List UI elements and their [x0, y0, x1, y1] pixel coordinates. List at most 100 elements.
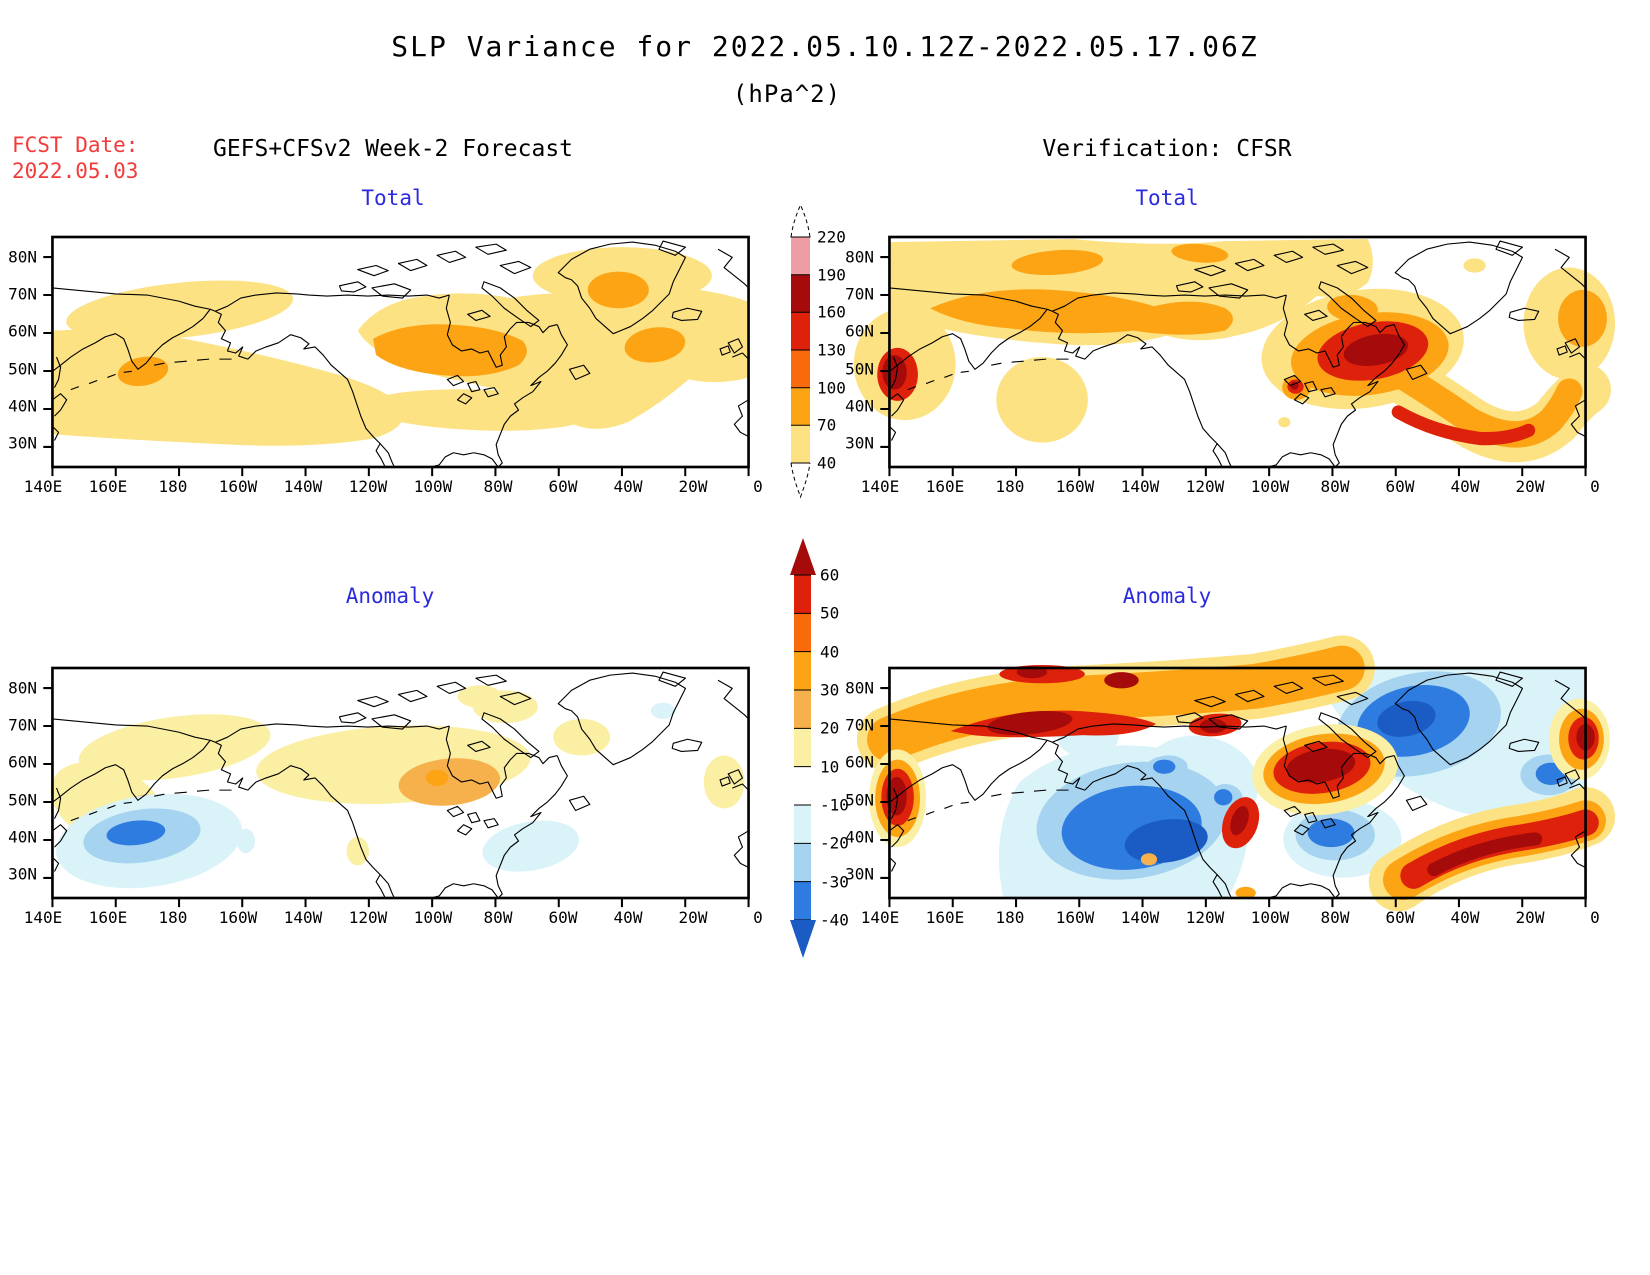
- x-tick-label: 100W: [413, 477, 453, 496]
- colorbar-tick-label: -10: [820, 795, 849, 815]
- panel-verification-anomaly: 80N 70N 60N 50N 40N 30N 140E 160E 180 160W 140W 12…: [845, 635, 1616, 927]
- y-axis: 80N 70N 60N 50N 40N 30N: [0, 668, 37, 898]
- map-frame: [51, 235, 750, 469]
- colorbar-tick-label: 220: [817, 227, 846, 247]
- contour-layer-forecast-total: [52, 247, 749, 446]
- map-forecast-total: [43, 235, 750, 477]
- x-tick-label: 80W: [483, 477, 513, 496]
- y-tick-label: 30N: [845, 433, 874, 453]
- panel-verification-total: 80N 70N 60N 50N 40N 30N 140E 160E 180 160W 140W 12…: [845, 235, 1616, 496]
- x-tick-label: 60W: [548, 908, 578, 927]
- map-frame: [888, 235, 1587, 469]
- y-tick-label: 40N: [8, 396, 37, 416]
- colorbar-anomaly-swatches: [790, 538, 816, 958]
- fcst-date-label: FCST Date:: [12, 133, 139, 157]
- x-tick-label: 20W: [1515, 908, 1545, 927]
- map-verification-total: [853, 235, 1616, 477]
- panel-forecast-anomaly: 80N 70N 60N 50N 40N 30N 140E 160E 180 160W 140W 12…: [8, 666, 763, 927]
- panel-title-forecast-anomaly: Anomaly: [345, 584, 435, 608]
- fcst-date-block: FCST Date: 2022.05.03: [12, 132, 138, 184]
- x-tick-label: 40W: [1450, 908, 1480, 927]
- y-tick-label: 40N: [845, 827, 874, 847]
- x-tick-label: 60W: [1385, 908, 1415, 927]
- x-tick-label: 160W: [218, 477, 258, 496]
- x-tick-label: 80W: [1320, 908, 1350, 927]
- x-tick-label: 0: [1590, 908, 1600, 927]
- x-tick-label: 140W: [283, 908, 323, 927]
- x-tick-label: 20W: [678, 908, 708, 927]
- colorbar-tick-label: 70: [817, 415, 837, 435]
- colorbar-tick-label: 130: [817, 340, 846, 360]
- colorbar-tick-label: 190: [817, 265, 846, 285]
- y-tick-label: 80N: [845, 678, 874, 698]
- x-tick-label: 160W: [1055, 908, 1095, 927]
- axis-ticks: [880, 256, 1587, 477]
- colorbar-variance: 220 190 160 130 100 70 40: [790, 203, 846, 505]
- x-tick-label: 120W: [1185, 477, 1225, 496]
- y-axis: 80N 70N 60N 50N 40N 30N: [834, 668, 874, 898]
- x-axis: 140E 160E 180 160W 140W 120W 100W 80W 60W 40W 20W 0: [24, 477, 763, 497]
- x-tick-label: 120W: [1185, 908, 1225, 927]
- x-tick-label: 160W: [218, 908, 258, 927]
- contour-layer-forecast-anomaly: [50, 685, 745, 889]
- y-tick-label: 70N: [845, 715, 874, 735]
- y-tick-label: 50N: [8, 790, 37, 810]
- x-tick-label: 100W: [1250, 908, 1290, 927]
- fcst-date-value: 2022.05.03: [12, 159, 139, 183]
- x-tick-label: 100W: [413, 908, 453, 927]
- map-frame: [51, 666, 750, 900]
- x-tick-label: 100W: [1250, 477, 1290, 496]
- y-tick-label: 30N: [845, 864, 874, 884]
- x-tick-label: 160E: [88, 477, 128, 496]
- y-tick-label: 50N: [845, 790, 874, 810]
- colorbar-tick-label: 50: [820, 603, 840, 623]
- x-tick-label: 180: [158, 477, 188, 496]
- y-tick-label: 40N: [845, 396, 874, 416]
- panel-title-verification-anomaly: Anomaly: [1122, 584, 1212, 608]
- y-tick-label: 60N: [845, 752, 874, 772]
- axis-ticks: [880, 687, 1587, 908]
- panel-title-forecast-total: Total: [361, 186, 425, 210]
- colorbar-tick-label: 60: [820, 565, 840, 585]
- x-tick-label: 20W: [678, 477, 708, 496]
- x-tick-label: 20W: [1515, 477, 1545, 496]
- x-tick-label: 0: [753, 908, 763, 927]
- y-tick-label: 50N: [845, 359, 874, 379]
- x-tick-label: 40W: [613, 477, 643, 496]
- axis-ticks: [43, 256, 750, 477]
- colorbar-tick-label: 30: [820, 680, 840, 700]
- x-tick-label: 140E: [23, 477, 63, 496]
- colorbar-tick-label: 100: [817, 378, 846, 398]
- colorbar-variance-swatches: [790, 203, 811, 499]
- x-tick-label: 160W: [1055, 477, 1095, 496]
- colorbar-anomaly: 60 50 40 30 20 10 -10 -20 -30 -40: [790, 538, 849, 968]
- colorbar-tick-label: 40: [817, 453, 837, 473]
- x-tick-label: 160E: [925, 477, 965, 496]
- colorbar-tick-label: -40: [820, 910, 849, 930]
- x-tick-label: 40W: [1450, 477, 1480, 496]
- map-forecast-anomaly: [43, 666, 750, 908]
- y-tick-label: 60N: [845, 321, 874, 341]
- x-tick-label: 0: [1590, 477, 1600, 496]
- colorbar-tick-label: 20: [820, 718, 840, 738]
- colorbar-tick-label: -20: [820, 833, 849, 853]
- verification-column-header: Verification: CFSR: [1042, 136, 1292, 162]
- x-tick-label: 120W: [348, 477, 388, 496]
- contour-layer-verification-total: [853, 239, 1616, 463]
- x-tick-label: 140W: [1120, 908, 1160, 927]
- x-tick-label: 140E: [23, 908, 63, 927]
- x-tick-label: 80W: [483, 908, 513, 927]
- x-tick-label: 140W: [283, 477, 323, 496]
- y-tick-label: 60N: [8, 321, 37, 341]
- x-axis: 140E 160E 180 160W 140W 120W 100W 80W 60W 40W 20W 0: [861, 908, 1600, 928]
- x-tick-label: 140W: [1120, 477, 1160, 496]
- colorbar-tick-label: 40: [820, 642, 840, 662]
- colorbar-tick-label: 10: [820, 757, 840, 777]
- colorbar-up-arrow: [790, 538, 816, 575]
- colorbar-tick-label: 160: [817, 302, 846, 322]
- x-tick-label: 60W: [1385, 477, 1415, 496]
- y-axis: 80N 70N 60N 50N 40N 30N: [834, 237, 874, 467]
- x-tick-label: 180: [995, 908, 1025, 927]
- x-tick-label: 0: [753, 477, 763, 496]
- map-frame: [888, 666, 1587, 900]
